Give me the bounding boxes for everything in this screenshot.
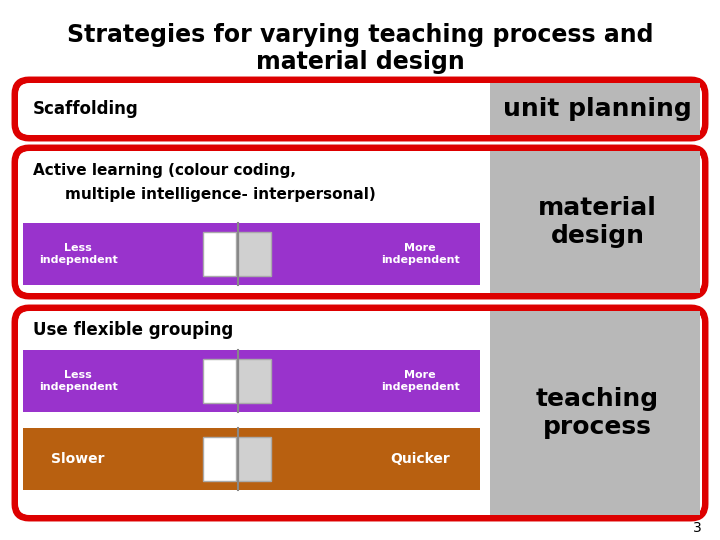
- Text: 3: 3: [693, 521, 702, 535]
- Text: multiple intelligence- interpersonal): multiple intelligence- interpersonal): [65, 186, 376, 201]
- FancyBboxPatch shape: [490, 151, 700, 293]
- Bar: [238, 437, 271, 481]
- Text: Scaffolding: Scaffolding: [33, 100, 139, 118]
- FancyBboxPatch shape: [18, 83, 702, 135]
- FancyBboxPatch shape: [15, 148, 705, 296]
- Text: More
independent: More independent: [381, 370, 459, 392]
- FancyBboxPatch shape: [18, 151, 702, 293]
- Bar: [23, 428, 480, 490]
- Text: material
design: material design: [538, 196, 657, 248]
- Text: material design: material design: [256, 50, 464, 74]
- Bar: [238, 359, 271, 403]
- Text: Less
independent: Less independent: [39, 243, 117, 265]
- Bar: [203, 232, 235, 276]
- Text: Active learning (colour coding,: Active learning (colour coding,: [33, 163, 296, 178]
- Bar: [23, 223, 480, 285]
- FancyBboxPatch shape: [15, 308, 705, 518]
- FancyBboxPatch shape: [15, 80, 705, 138]
- Bar: [203, 437, 235, 481]
- Text: Strategies for varying teaching process and: Strategies for varying teaching process …: [67, 23, 653, 47]
- Bar: [203, 359, 235, 403]
- Bar: [238, 232, 271, 276]
- Text: unit planning: unit planning: [503, 97, 692, 121]
- Bar: [490, 83, 700, 135]
- Bar: [490, 151, 700, 293]
- FancyBboxPatch shape: [490, 311, 700, 515]
- Text: Quicker: Quicker: [390, 452, 450, 466]
- Text: More
independent: More independent: [381, 243, 459, 265]
- Bar: [23, 350, 480, 412]
- Bar: [490, 311, 700, 515]
- Text: Use flexible grouping: Use flexible grouping: [33, 321, 233, 339]
- FancyBboxPatch shape: [18, 311, 702, 515]
- Text: Slower: Slower: [51, 452, 104, 466]
- Text: Less
independent: Less independent: [39, 370, 117, 392]
- FancyBboxPatch shape: [490, 83, 700, 135]
- Text: teaching
process: teaching process: [536, 387, 659, 439]
